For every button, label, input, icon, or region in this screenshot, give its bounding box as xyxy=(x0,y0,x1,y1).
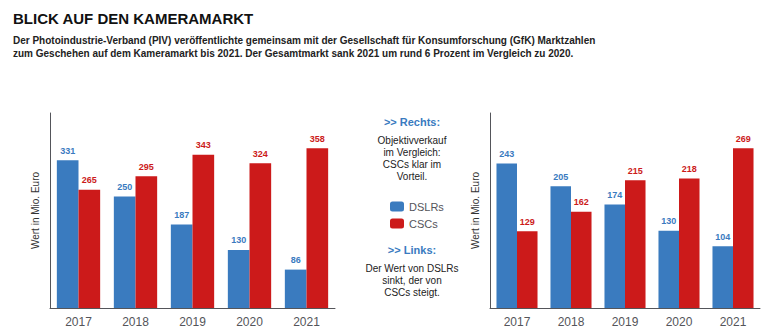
svg-text:250: 250 xyxy=(117,182,132,192)
svg-text:2020: 2020 xyxy=(236,315,263,329)
svg-text:2019: 2019 xyxy=(179,315,206,329)
svg-text:243: 243 xyxy=(499,149,514,159)
svg-text:Objektivverkauf: Objektivverkauf xyxy=(378,135,447,146)
svg-text:2018: 2018 xyxy=(122,315,149,329)
svg-text:174: 174 xyxy=(607,190,622,200)
svg-text:Der Wert von DSLRs: Der Wert von DSLRs xyxy=(365,263,458,274)
svg-text:130: 130 xyxy=(231,235,246,245)
svg-text:130: 130 xyxy=(661,216,676,226)
svg-text:205: 205 xyxy=(553,172,568,182)
svg-text:86: 86 xyxy=(291,255,301,265)
svg-text:zum Geschehen auf dem Kamerama: zum Geschehen auf dem Kameramarkt bis 20… xyxy=(13,48,573,59)
svg-text:295: 295 xyxy=(139,162,154,172)
svg-text:2021: 2021 xyxy=(293,315,320,329)
svg-text:Wert in Mio. Euro: Wert in Mio. Euro xyxy=(470,172,481,249)
svg-text:2020: 2020 xyxy=(666,315,693,329)
svg-text:129: 129 xyxy=(520,217,535,227)
svg-text:215: 215 xyxy=(628,166,643,176)
svg-text:187: 187 xyxy=(174,210,189,220)
svg-text:104: 104 xyxy=(715,232,730,242)
svg-text:>> Links:: >> Links: xyxy=(388,244,436,256)
svg-text:Vorteil.: Vorteil. xyxy=(397,171,428,182)
svg-text:CSCs klar im: CSCs klar im xyxy=(383,159,441,170)
svg-text:2017: 2017 xyxy=(504,315,531,329)
svg-text:CSCs: CSCs xyxy=(409,218,438,230)
svg-text:BLICK AUF DEN KAMERAMARKT: BLICK AUF DEN KAMERAMARKT xyxy=(13,10,253,27)
svg-text:2021: 2021 xyxy=(720,315,747,329)
svg-text:331: 331 xyxy=(60,146,75,156)
svg-text:2018: 2018 xyxy=(558,315,585,329)
svg-text:>> Rechts:: >> Rechts: xyxy=(384,116,440,128)
svg-text:269: 269 xyxy=(736,134,751,144)
svg-text:218: 218 xyxy=(682,164,697,174)
svg-text:324: 324 xyxy=(253,149,268,159)
svg-text:2017: 2017 xyxy=(65,315,92,329)
svg-text:343: 343 xyxy=(196,140,211,150)
svg-text:CSCs steigt.: CSCs steigt. xyxy=(384,287,440,298)
svg-text:im Vergleich:: im Vergleich: xyxy=(383,147,440,158)
svg-text:265: 265 xyxy=(82,175,97,185)
svg-text:Der Photoindustrie-Verband (PI: Der Photoindustrie-Verband (PIV) veröffe… xyxy=(13,35,595,46)
svg-text:sinkt, der von: sinkt, der von xyxy=(382,275,441,286)
svg-text:Wert in Mio. Euro: Wert in Mio. Euro xyxy=(30,172,41,249)
svg-text:358: 358 xyxy=(310,134,325,144)
svg-text:DSLRs: DSLRs xyxy=(409,201,444,213)
svg-text:162: 162 xyxy=(574,197,589,207)
svg-text:2019: 2019 xyxy=(612,315,639,329)
